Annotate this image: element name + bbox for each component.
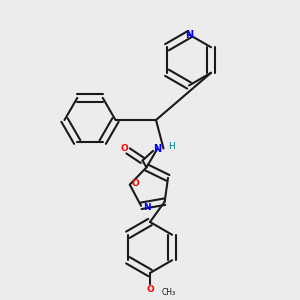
Text: O: O [131,179,139,188]
Text: N: N [153,143,162,154]
Text: CH₃: CH₃ [161,288,176,297]
Text: N: N [185,29,193,40]
Text: O: O [146,285,154,294]
Text: N: N [142,203,150,212]
Text: O: O [121,144,128,153]
Text: H: H [168,142,174,151]
